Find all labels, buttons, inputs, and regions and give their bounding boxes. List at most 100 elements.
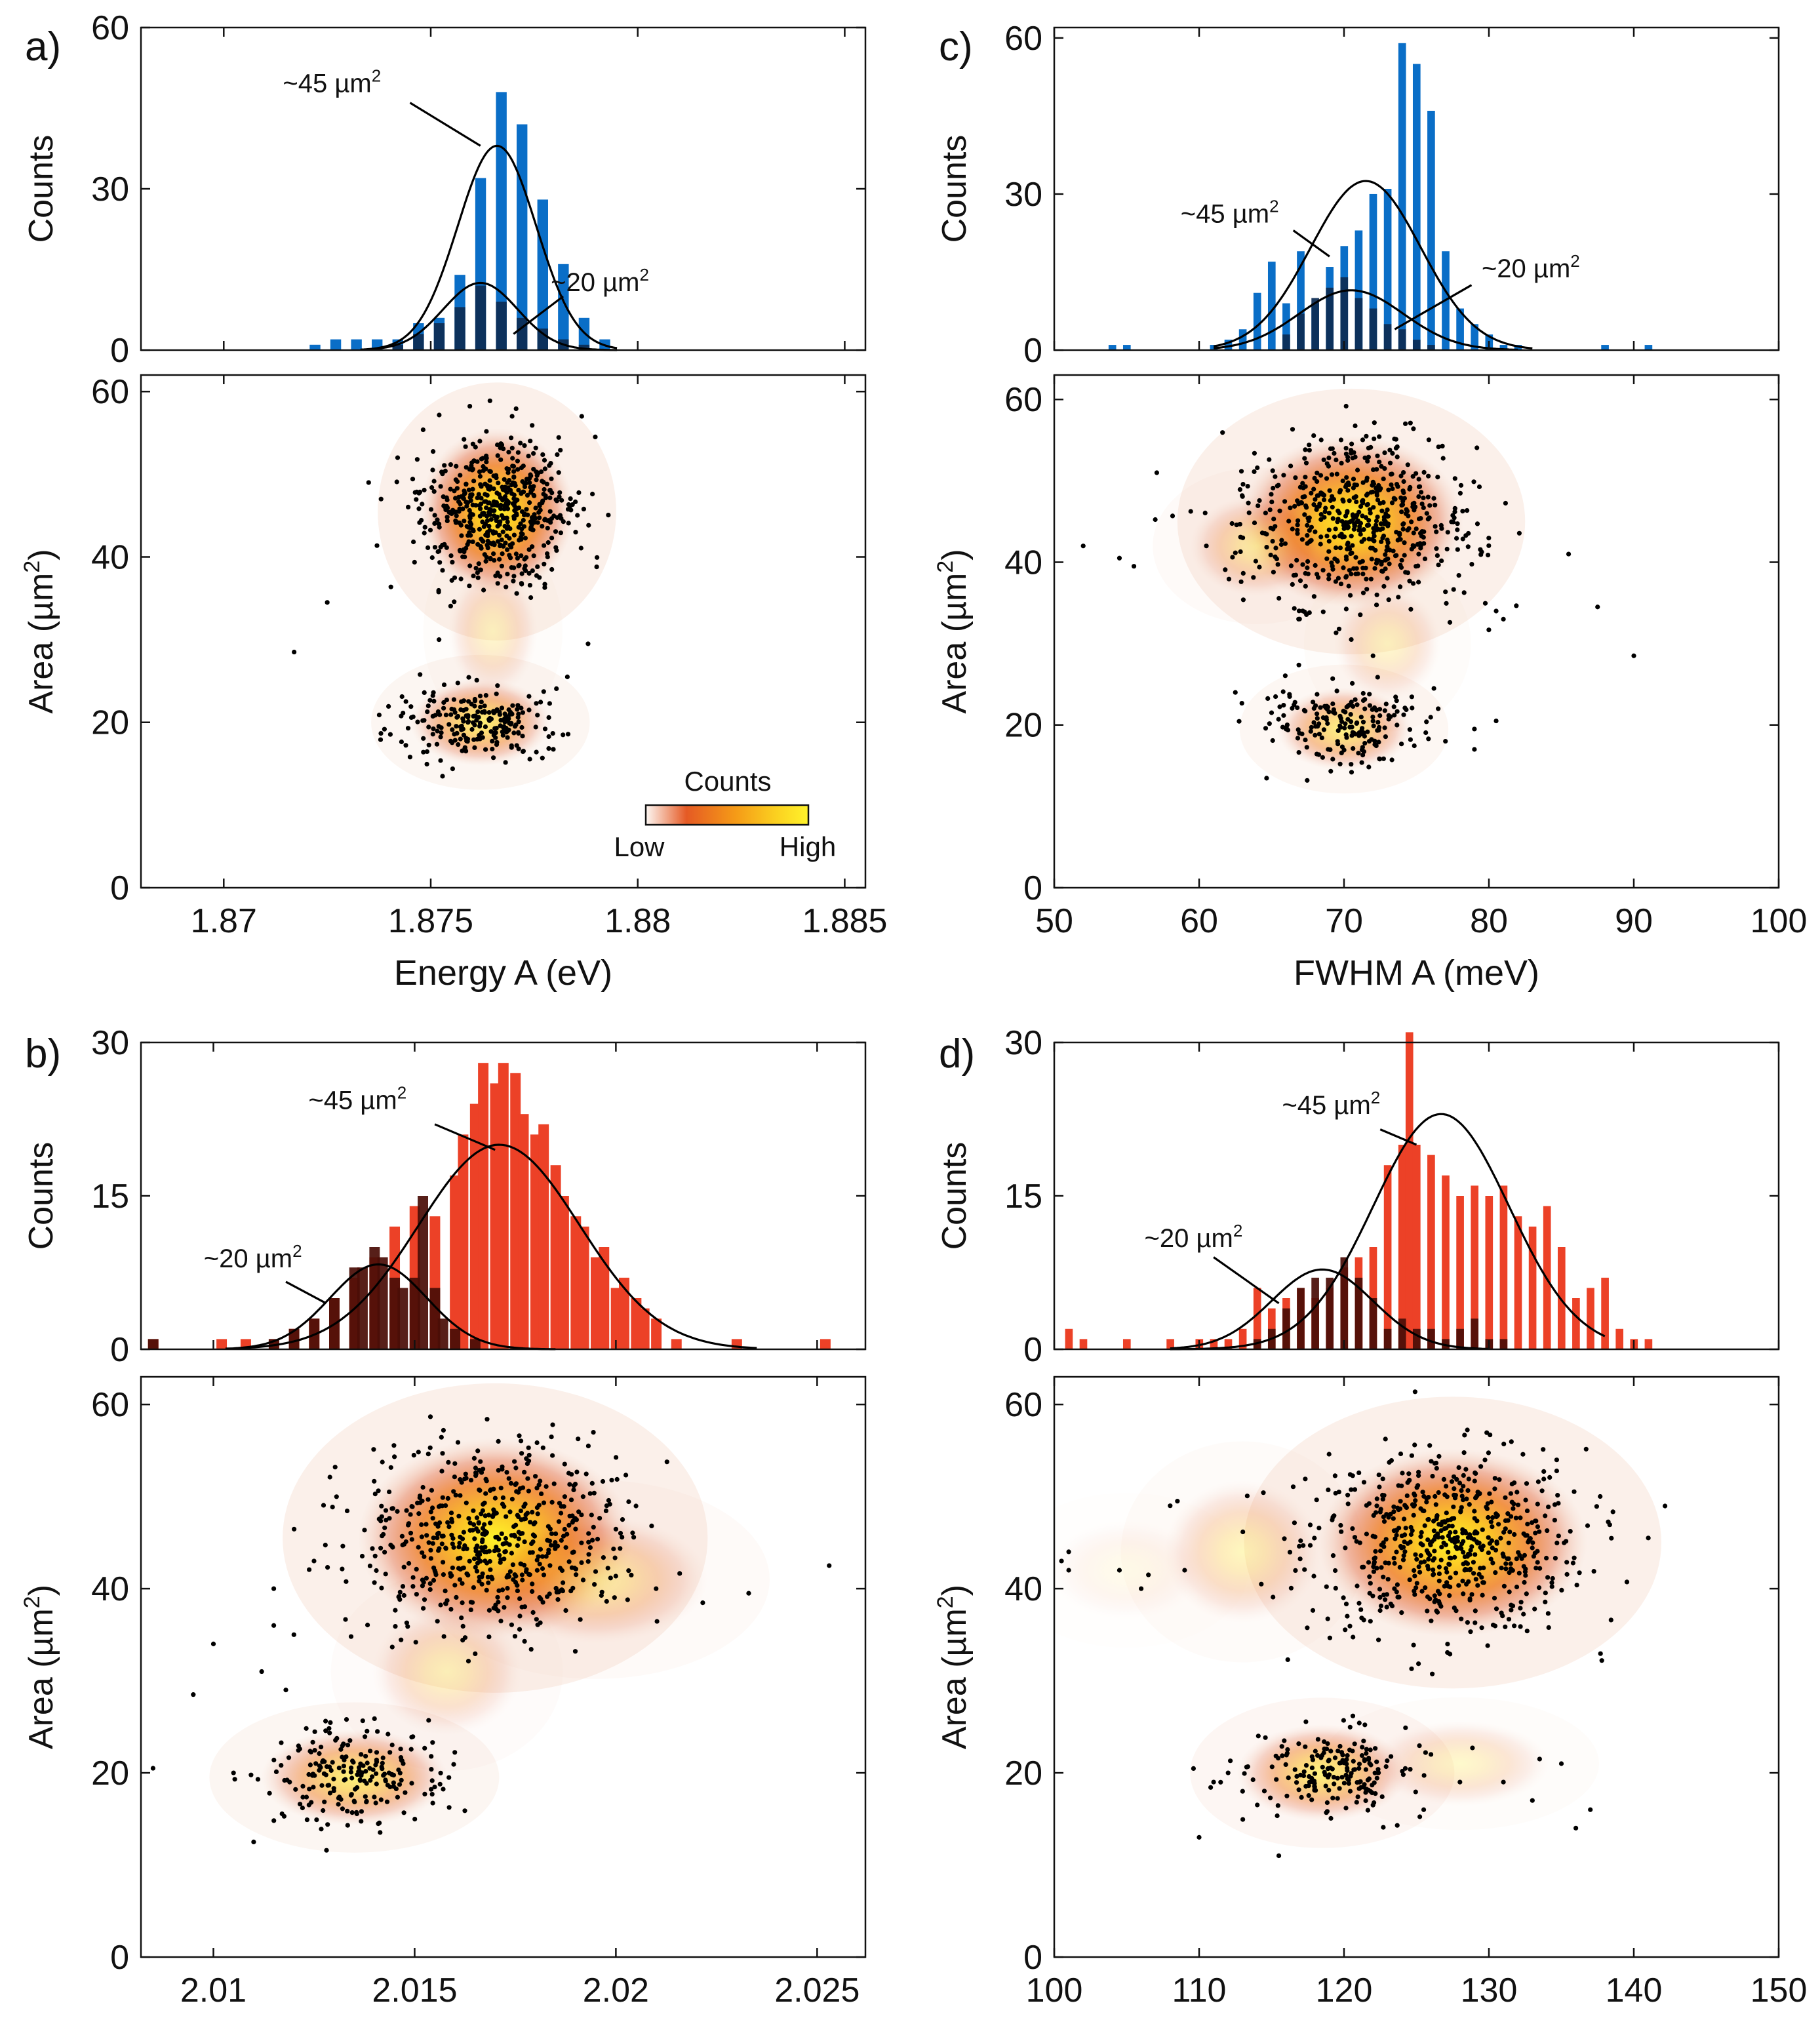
scatter-point	[1336, 626, 1342, 631]
hist-bar-20	[1427, 1328, 1435, 1349]
scatter-point	[558, 530, 564, 536]
y-axis-label-text: Area (µm	[22, 1608, 60, 1749]
scatter-point	[304, 1794, 309, 1800]
scatter-point	[458, 736, 463, 742]
scatter-point	[537, 1562, 542, 1567]
scatter-point	[1577, 1570, 1582, 1575]
scatter-point	[1383, 519, 1388, 525]
hist-bar-45	[1383, 1165, 1392, 1349]
density-blob	[1164, 1480, 1322, 1623]
scatter-point	[526, 694, 532, 699]
scatter-point	[526, 570, 532, 576]
hist-bar-20	[475, 285, 486, 350]
scatter-point	[1490, 1545, 1495, 1551]
scatter-point	[555, 452, 560, 458]
scatter-point	[349, 1775, 355, 1781]
scatter-point	[517, 1433, 522, 1438]
scatter-point	[487, 528, 492, 533]
scatter-point	[370, 1774, 375, 1779]
scatter-point	[518, 1508, 524, 1514]
scatter-point	[1397, 532, 1402, 538]
scatter-point	[1409, 519, 1414, 525]
scatter-point	[1341, 1718, 1346, 1723]
scatter-point	[1556, 1501, 1561, 1506]
scatter-point	[319, 1783, 325, 1788]
scatter-point	[471, 737, 477, 742]
scatter-point-outlier	[1211, 1779, 1216, 1785]
hist-bar-45	[1427, 1155, 1435, 1349]
scatter-point	[614, 1455, 619, 1460]
scatter-point	[486, 710, 492, 715]
scatter-point	[363, 1734, 368, 1739]
scatter-point	[1341, 565, 1346, 570]
scatter-point	[1520, 1452, 1526, 1457]
scatter-point	[490, 746, 495, 752]
scatter-point	[1486, 1550, 1491, 1555]
scatter-point	[502, 477, 507, 482]
scatter-point	[1361, 1480, 1367, 1485]
scatter-point	[572, 1649, 578, 1654]
hist-bar-45	[671, 1339, 682, 1349]
scatter-point	[515, 506, 520, 511]
scatter-point	[496, 1547, 501, 1553]
scatter-point	[490, 738, 495, 743]
scatter-point	[427, 1581, 433, 1586]
scatter-point	[477, 526, 483, 532]
scatter-point	[1364, 433, 1369, 439]
scatter-point	[1318, 517, 1324, 523]
scatter-point	[1280, 1753, 1285, 1758]
scatter-point	[1381, 515, 1387, 520]
scatter-point	[413, 1640, 418, 1645]
scatter-point	[304, 1726, 309, 1731]
scatter-point	[1299, 537, 1305, 542]
scatter-point	[1391, 1509, 1396, 1515]
scatter-point	[425, 1452, 431, 1457]
scatter-point	[590, 1537, 595, 1543]
scatter-point	[382, 1772, 387, 1777]
scatter-point	[1257, 498, 1262, 504]
scatter-point	[1354, 721, 1359, 726]
scatter-point	[1292, 504, 1297, 509]
scatter-point	[1503, 1495, 1508, 1500]
y-axis-label-close: )	[22, 549, 60, 560]
scatter-point	[454, 1594, 459, 1600]
scatter-point	[1273, 554, 1278, 559]
scatter-point	[1452, 1486, 1457, 1492]
hist-bar-45	[1079, 1339, 1088, 1349]
scatter-point	[1416, 494, 1421, 500]
scatter-point	[1510, 1568, 1515, 1573]
scatter-point	[336, 1796, 342, 1801]
scatter-point	[520, 1577, 525, 1583]
scatter-point	[1478, 547, 1483, 552]
scatter-point	[1296, 727, 1301, 732]
scatter-point	[1412, 1389, 1417, 1395]
scatter-point	[1315, 692, 1320, 697]
scatter-point	[471, 713, 476, 719]
scatter-point	[607, 1501, 612, 1507]
scatter-point	[1532, 1606, 1537, 1612]
scatter-point	[458, 576, 464, 582]
scatter-point	[491, 1507, 496, 1513]
scatter-point	[1395, 1582, 1400, 1587]
scatter-point	[1505, 1518, 1511, 1523]
scatter-point	[1326, 576, 1332, 582]
scatter-point	[1337, 761, 1343, 766]
scatter-point	[1350, 543, 1355, 548]
scatter-point	[319, 1827, 324, 1832]
scatter-point	[1303, 460, 1309, 465]
scatter-point	[425, 1497, 431, 1502]
scatter-point	[1380, 536, 1385, 541]
annotation-text: ~20 µm	[204, 1244, 292, 1273]
scatter-point	[1418, 516, 1423, 521]
scatter-point	[465, 525, 471, 530]
scatter-point	[490, 1576, 495, 1581]
scatter-point	[1312, 1784, 1317, 1789]
scatter-point	[1360, 590, 1366, 595]
hist-bar-20	[1297, 1288, 1305, 1349]
scatter-point	[461, 1547, 466, 1552]
scatter-point	[1416, 1469, 1421, 1475]
gaussian-fit-45	[1170, 1113, 1606, 1351]
scatter-point	[420, 427, 426, 433]
scatter-point	[1354, 1539, 1359, 1544]
scatter-point	[1367, 1574, 1372, 1579]
